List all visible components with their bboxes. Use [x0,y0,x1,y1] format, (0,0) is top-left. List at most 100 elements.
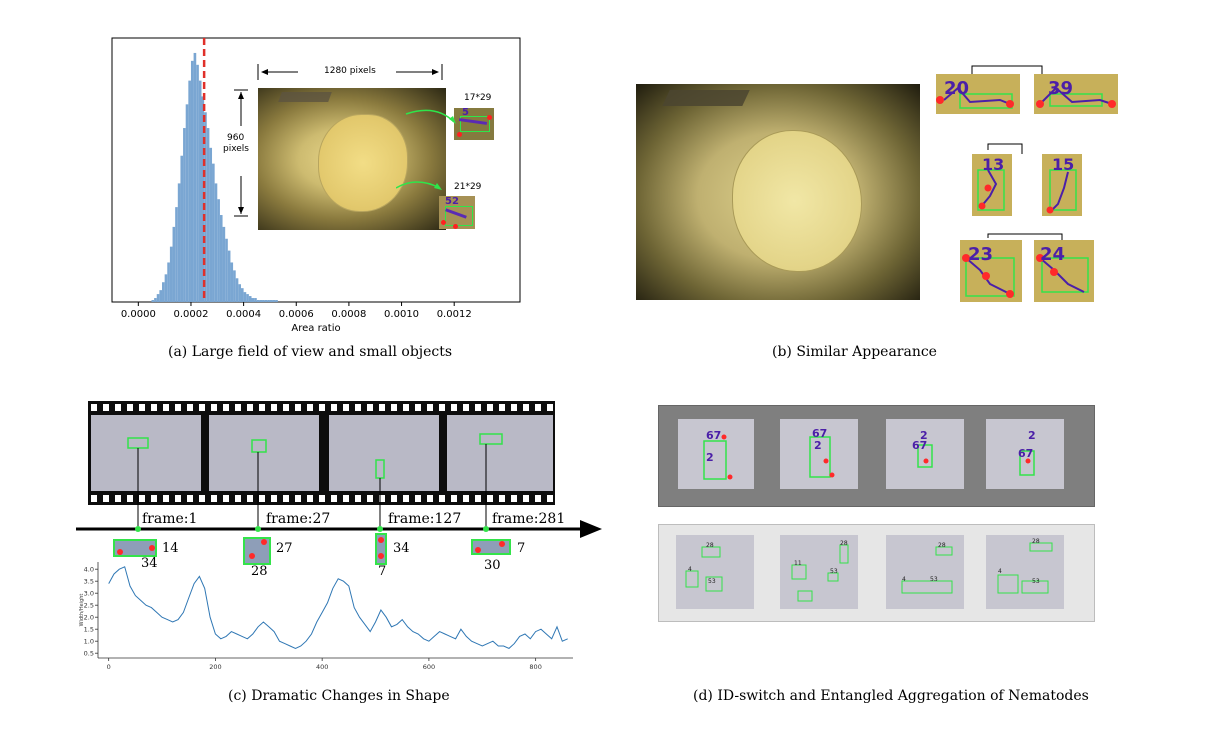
crop2-image: 52 [439,196,475,229]
d-bot-4-a: 28 [1032,538,1040,545]
line-ytick-label: 2.5 [84,602,94,610]
line-ylabel: Width/Height [79,594,85,627]
line-ytick-label: 3.5 [84,578,94,586]
line-xtick-label: 200 [209,663,221,671]
hist-bar [175,207,178,302]
crop1-image: 5 [454,107,494,140]
hist-bar [222,226,226,302]
hist-bar [225,238,228,302]
hist-bar [196,64,199,302]
d-bot-2-a: 28 [840,540,848,547]
d-bot-3-a: 28 [938,542,946,549]
d-bot-3-b: 4 [902,576,906,583]
hist-bar [159,290,163,302]
similar-appearance-crops: 20 39 13 15 23 24 [936,65,1118,302]
crop-id-right-3: 34 [393,541,410,556]
hist-tick-label: 0.0010 [384,309,419,320]
hist-bar [190,60,194,303]
hist-bar [164,274,168,302]
hist-bar [177,183,181,302]
d-top-3-a: 2 [920,429,928,442]
hist-bar [212,163,215,302]
width-arrow [257,64,443,80]
d-bot-4-b: 4 [998,568,1002,575]
d-bot-2-b: 11 [794,560,802,567]
hist-bar [180,155,184,302]
microscope-image-b [636,84,920,300]
hist-bar [185,104,189,302]
caption-b: (b) Similar Appearance [772,344,937,360]
hist-tick-label: 0.0002 [173,309,208,320]
pair1-right-id: 39 [1048,78,1073,99]
crop-id-right-4: 7 [517,541,526,556]
d-bot-1-b: 4 [688,566,692,573]
pair1-left-id: 20 [944,78,969,99]
hist-bar [238,284,241,302]
line-ytick-label: 0.5 [84,650,94,658]
crop2-id: 52 [445,196,459,207]
d-bot-1-c: 53 [708,578,716,585]
line-xtick-label: 0 [107,663,111,671]
width-label: 1280 pixels [324,66,376,76]
d-bot-2-c: 53 [830,568,838,575]
caption-d: (d) ID-switch and Entangled Aggregation … [693,688,1089,704]
hist-tick-label: 0.0004 [226,309,261,320]
crop-id-below-3: 7 [378,564,387,579]
height-label-1: 960 [227,133,245,143]
hist-bar [151,300,155,302]
crop-pointer-arrows [396,109,456,190]
frame-label-3: frame:127 [388,511,462,527]
hist-bar [259,300,263,302]
height-arrow [234,89,248,217]
film-frame-2 [209,415,319,491]
hist-bar [154,298,157,302]
d-top-1-b: 2 [706,451,714,464]
caption-c: (c) Dramatic Changes in Shape [228,688,450,704]
caption-a: (a) Large field of view and small object… [168,344,453,360]
d-bot-4-c: 53 [1032,578,1040,585]
panel-d-thumbnails: 67 2 67 2 2 67 2 67 28 4 53 28 11 53 [676,419,1064,609]
d-bot-1-a: 28 [706,542,714,549]
d-top-2-b: 2 [814,439,822,452]
hist-bar [206,128,210,302]
crop2-size-label: 21*29 [454,182,482,192]
hist-bar [214,183,218,302]
hist-bar [217,199,220,302]
crop1-size-label: 17*29 [464,93,492,103]
hist-bar [188,80,191,302]
line-ytick-label: 1.0 [84,638,94,646]
hist-bar [267,300,270,302]
hist-bar [256,300,260,302]
line-ytick-label: 4.0 [84,566,94,574]
hist-bar [240,288,244,302]
hist-bar [243,292,247,302]
hist-tick-label: 0.0008 [331,309,366,320]
crop-id-right-1: 14 [162,541,179,556]
line-xtick-label: 800 [529,663,541,671]
panel-a: 0.0000 0.0002 0.0004 0.0006 0.0008 0.0010 0.00… [96,36,536,341]
hist-bar [198,80,202,302]
hist-bar [183,128,186,302]
crop1-id: 5 [462,107,469,118]
frame-label-1: frame:1 [142,511,198,527]
hist-bar [162,282,165,302]
hist-bar [227,250,231,302]
pair2-right-id: 15 [1052,155,1074,174]
ratio-series-line [108,566,568,649]
d-top-1-a: 67 [706,429,721,442]
hist-tick-label: 0.0006 [279,309,314,320]
hist-bar [193,52,197,303]
hist-bar [209,147,213,302]
crop-id-below-1: 34 [141,556,158,571]
hist-bar [167,262,170,302]
line-ytick-label: 2.0 [84,614,94,622]
hist-bar [264,300,268,302]
d-top-3-b: 67 [912,439,927,452]
crop-id-below-2: 28 [251,564,268,579]
hist-tick-label: 0.0000 [121,309,156,320]
hist-bar [219,215,223,302]
hist-bar [254,298,257,302]
film-frame-4 [447,415,553,491]
hist-bar [248,296,252,302]
hist-bar [204,112,207,302]
